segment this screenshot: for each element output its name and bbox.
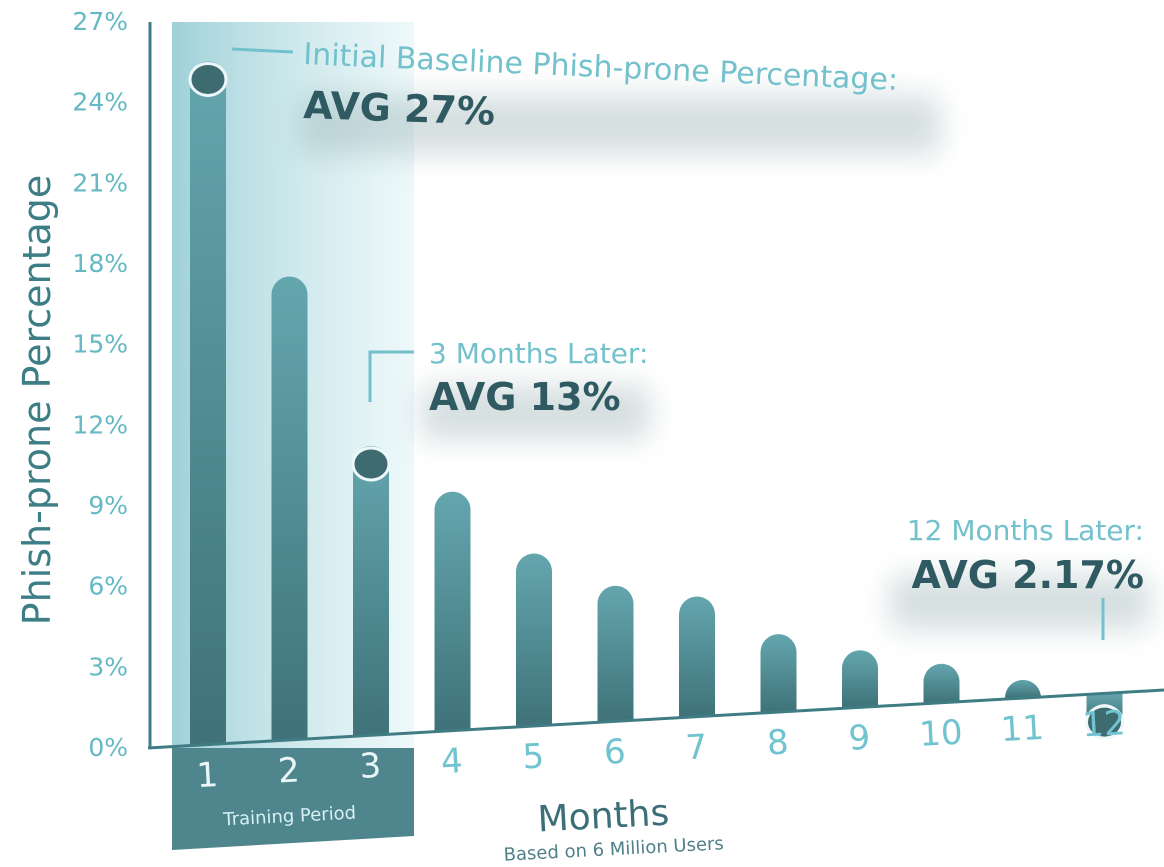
y-tick-label: 18% (72, 249, 128, 278)
x-tick-labels: 1 2 3 4 5 6 7 8 9 10 11 12 (196, 703, 1127, 796)
bar-month-7 (679, 596, 715, 717)
annotation-shadows (300, 95, 1150, 630)
x-tick-label: 3 (359, 746, 383, 787)
y-axis-label: Phish-prone Percentage (15, 175, 59, 626)
y-tick-label: 9% (88, 491, 128, 520)
bar-month-9 (842, 650, 878, 708)
bar-month-8 (760, 634, 797, 712)
y-tick-label: 15% (72, 330, 128, 359)
y-tick-label: 21% (72, 168, 128, 197)
bar-month-5 (516, 553, 552, 726)
x-axis-note: Based on 6 Million Users (503, 833, 724, 866)
annotation-2-line1: 3 Months Later: (429, 337, 648, 370)
x-tick-label: 11 (1000, 708, 1045, 750)
x-tick-label: 12 (1081, 703, 1126, 745)
marker-month-3 (351, 446, 391, 482)
bar-month-12 (1086, 693, 1123, 723)
y-tick-label: 24% (72, 88, 128, 117)
annotation-1-line2: AVG 27% (303, 83, 496, 134)
y-tick-label: 0% (88, 733, 128, 762)
x-axis (147, 688, 1164, 750)
x-tick-label: 8 (766, 722, 790, 763)
annotation-1-connector (231, 47, 294, 54)
x-tick-label: 6 (603, 732, 627, 773)
annotation-2-connector (368, 350, 414, 402)
x-tick-label: 7 (685, 727, 709, 768)
bar-month-1 (190, 61, 226, 745)
y-tick-label: 27% (72, 7, 128, 36)
y-tick-labels: 0% 3% 6% 9% 12% 15% 18% 21% 24% 27% (72, 7, 128, 762)
marker-month-12 (1085, 704, 1124, 740)
x-tick-label: 9 (848, 718, 872, 759)
bar-month-6 (597, 585, 634, 722)
x-tick-label: 10 (918, 713, 963, 755)
bar-month-4 (434, 491, 471, 731)
bar-month-3 (353, 445, 389, 736)
training-period-box (172, 748, 414, 850)
annotation-3-line1: 12 Months Later: (907, 514, 1144, 547)
y-tick-label: 12% (72, 410, 128, 439)
annotation-2-line2: AVG 13% (429, 375, 621, 419)
bars-group (188, 61, 1124, 745)
annotation-3-line2: AVG 2.17% (912, 553, 1145, 597)
bar-month-11 (1005, 679, 1041, 699)
x-axis-label: Months (537, 793, 671, 841)
y-tick-label: 6% (88, 572, 128, 601)
marker-month-1 (188, 61, 228, 97)
bar-month-10 (923, 663, 960, 703)
bar-month-2 (271, 276, 308, 740)
x-tick-label: 4 (440, 741, 464, 782)
y-tick-label: 3% (88, 652, 128, 681)
x-tick-label: 5 (522, 736, 546, 777)
x-tick-label: 1 (196, 755, 220, 796)
x-tick-label: 2 (277, 750, 301, 791)
